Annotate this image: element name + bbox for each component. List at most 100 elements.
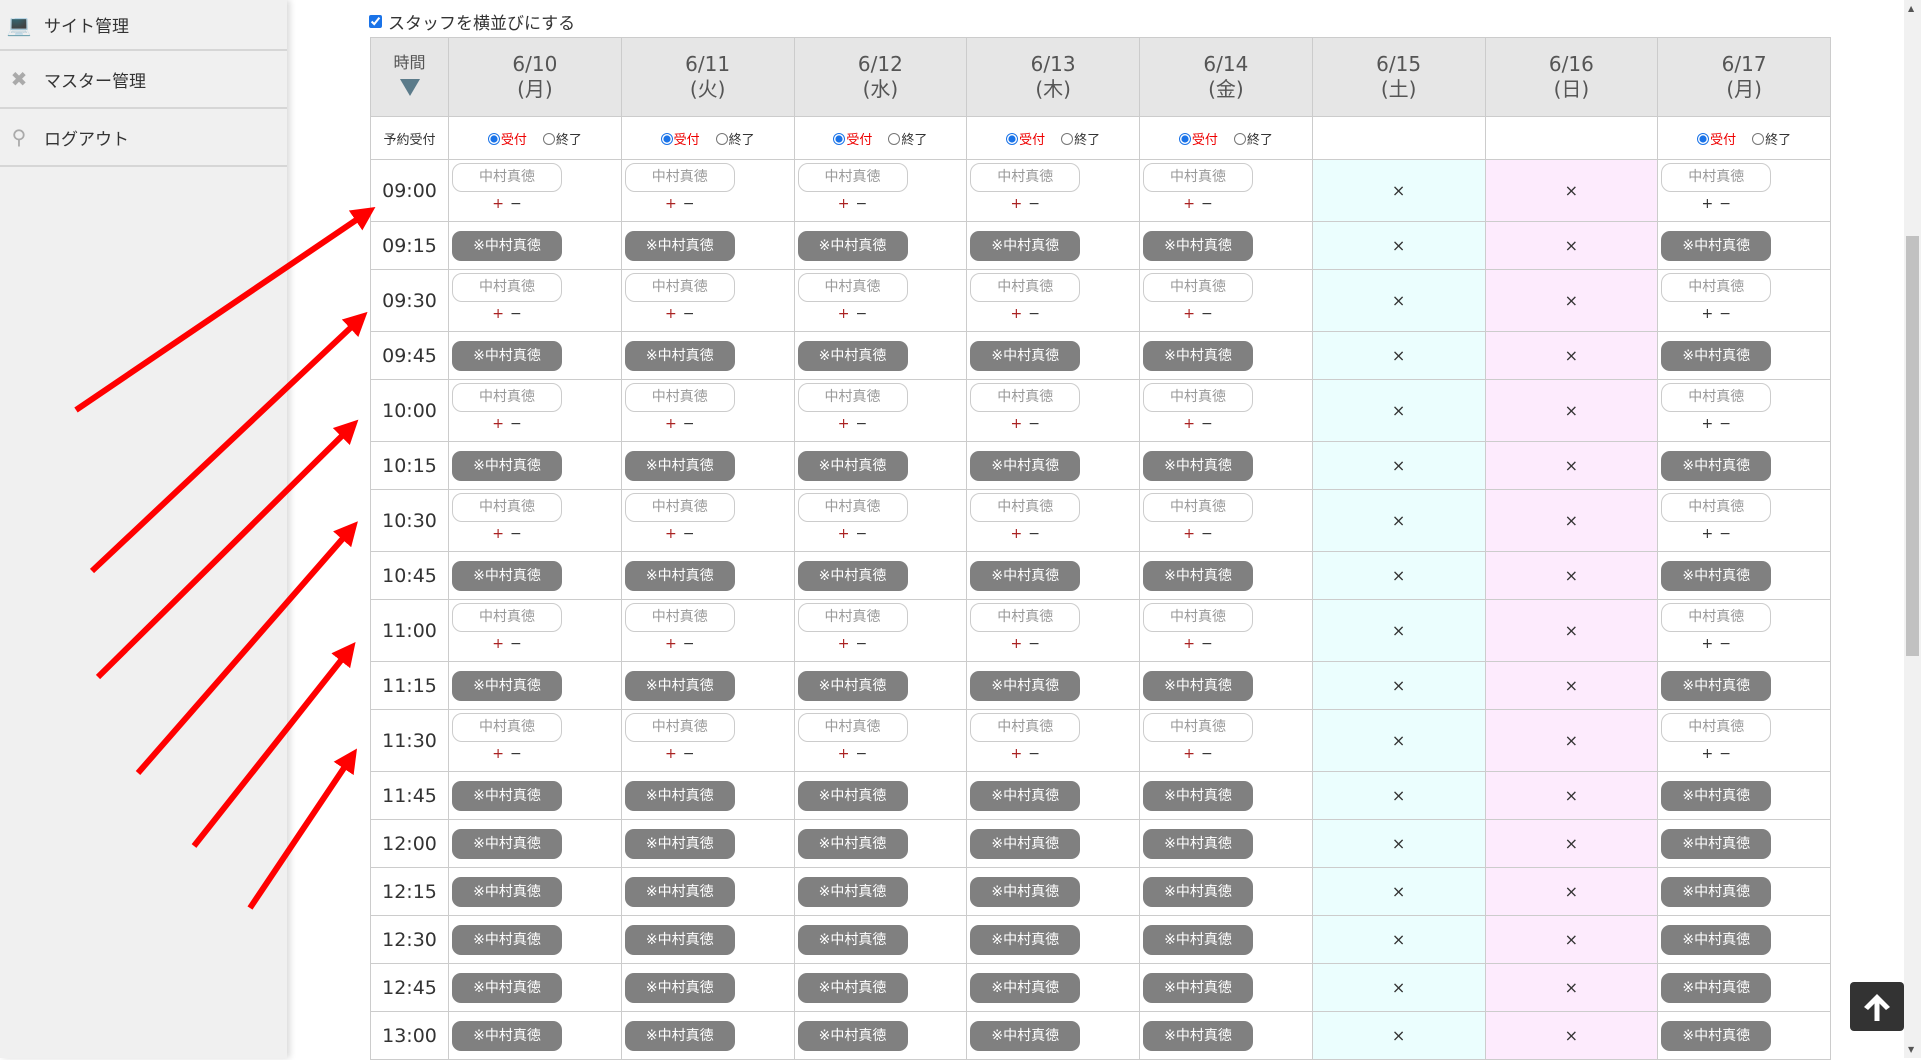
plus-button[interactable]: + [1010, 306, 1023, 322]
staff-slot-input[interactable]: 中村真徳 [1661, 383, 1772, 412]
minus-button[interactable]: − [855, 416, 868, 432]
close-radio-input[interactable] [542, 132, 555, 145]
staff-booked-button[interactable]: ※中村真徳 [797, 828, 908, 859]
plus-button[interactable]: + [492, 306, 504, 322]
plus-button[interactable]: + [1010, 196, 1023, 212]
staff-booked-button[interactable]: ※中村真徳 [452, 230, 562, 261]
minus-button[interactable]: − [855, 306, 868, 322]
staff-booked-button[interactable]: ※中村真徳 [970, 972, 1081, 1003]
plus-button[interactable]: + [665, 746, 677, 762]
staff-slot-input[interactable]: 中村真徳 [970, 163, 1081, 192]
sidebar-item-master-admin[interactable]: ✖ マスター管理 [0, 51, 287, 109]
sort-down-icon[interactable] [399, 79, 420, 96]
staff-booked-button[interactable]: ※中村真徳 [1661, 876, 1772, 907]
minus-button[interactable]: − [855, 636, 868, 652]
minus-button[interactable]: − [1028, 636, 1040, 652]
staff-booked-button[interactable]: ※中村真徳 [624, 780, 735, 811]
staff-booked-button[interactable]: ※中村真徳 [624, 1020, 735, 1051]
plus-button[interactable]: + [665, 636, 677, 652]
minus-button[interactable]: − [1719, 526, 1731, 542]
staff-slot-input[interactable]: 中村真徳 [624, 713, 735, 742]
staff-booked-button[interactable]: ※中村真徳 [970, 828, 1081, 859]
staff-booked-button[interactable]: ※中村真徳 [452, 340, 562, 371]
plus-button[interactable]: + [665, 306, 677, 322]
staff-slot-input[interactable]: 中村真徳 [452, 493, 562, 522]
plus-button[interactable]: + [837, 306, 850, 322]
minus-button[interactable]: − [855, 746, 868, 762]
staff-booked-button[interactable]: ※中村真徳 [797, 230, 908, 261]
staff-booked-button[interactable]: ※中村真徳 [452, 560, 562, 591]
staff-booked-button[interactable]: ※中村真徳 [970, 560, 1081, 591]
staff-booked-button[interactable]: ※中村真徳 [1143, 230, 1253, 261]
staff-booked-button[interactable]: ※中村真徳 [452, 670, 562, 701]
plus-button[interactable]: + [1010, 636, 1023, 652]
accept-radio-input[interactable] [833, 132, 846, 145]
plus-button[interactable]: + [1183, 306, 1195, 322]
staff-slot-input[interactable]: 中村真徳 [797, 713, 908, 742]
scrollbar-thumb[interactable] [1906, 236, 1919, 656]
staff-booked-button[interactable]: ※中村真徳 [970, 230, 1081, 261]
plus-button[interactable]: + [492, 636, 504, 652]
staff-slot-input[interactable]: 中村真徳 [970, 713, 1081, 742]
staff-booked-button[interactable]: ※中村真徳 [624, 450, 735, 481]
plus-button[interactable]: + [1183, 196, 1195, 212]
staff-slot-input[interactable]: 中村真徳 [1661, 273, 1772, 302]
staff-booked-button[interactable]: ※中村真徳 [797, 972, 908, 1003]
accept-radio-input[interactable] [487, 132, 500, 145]
close-radio[interactable]: 終了 [715, 132, 755, 148]
staff-slot-input[interactable]: 中村真徳 [624, 163, 735, 192]
minus-button[interactable]: − [1028, 306, 1040, 322]
staff-booked-button[interactable]: ※中村真徳 [624, 340, 735, 371]
staff-booked-button[interactable]: ※中村真徳 [624, 230, 735, 261]
accept-radio[interactable]: 受付 [660, 132, 700, 148]
minus-button[interactable]: − [682, 416, 695, 432]
staff-booked-button[interactable]: ※中村真徳 [452, 1020, 562, 1051]
minus-button[interactable]: − [682, 196, 695, 212]
minus-button[interactable]: − [1719, 746, 1731, 762]
plus-button[interactable]: + [1183, 636, 1195, 652]
staff-booked-button[interactable]: ※中村真徳 [1661, 828, 1772, 859]
plus-button[interactable]: + [665, 416, 677, 432]
staff-booked-button[interactable]: ※中村真徳 [970, 450, 1081, 481]
accept-radio-input[interactable] [660, 132, 673, 145]
staff-slot-input[interactable]: 中村真徳 [1143, 383, 1253, 412]
staff-slot-input[interactable]: 中村真徳 [452, 273, 562, 302]
plus-button[interactable]: + [1701, 526, 1714, 542]
plus-button[interactable]: + [1010, 416, 1023, 432]
plus-button[interactable]: + [665, 526, 677, 542]
staff-booked-button[interactable]: ※中村真徳 [624, 876, 735, 907]
staff-slot-input[interactable]: 中村真徳 [624, 273, 735, 302]
plus-button[interactable]: + [1701, 196, 1714, 212]
plus-button[interactable]: + [1010, 526, 1023, 542]
staff-booked-button[interactable]: ※中村真徳 [797, 450, 908, 481]
minus-button[interactable]: − [1719, 196, 1731, 212]
staff-slot-input[interactable]: 中村真徳 [970, 383, 1081, 412]
minus-button[interactable]: − [855, 526, 868, 542]
close-radio[interactable]: 終了 [1061, 132, 1100, 148]
staff-booked-button[interactable]: ※中村真徳 [1143, 340, 1253, 371]
staff-booked-button[interactable]: ※中村真徳 [452, 876, 562, 907]
staff-slot-input[interactable]: 中村真徳 [452, 163, 562, 192]
plus-button[interactable]: + [492, 526, 504, 542]
staff-booked-button[interactable]: ※中村真徳 [1143, 828, 1253, 859]
accept-radio[interactable]: 受付 [487, 132, 527, 148]
time-header[interactable]: 時間 [370, 37, 449, 117]
minus-button[interactable]: − [682, 306, 695, 322]
minus-button[interactable]: − [1719, 306, 1731, 322]
plus-button[interactable]: + [1183, 746, 1195, 762]
staff-slot-input[interactable]: 中村真徳 [1143, 273, 1253, 302]
plus-button[interactable]: + [837, 416, 850, 432]
staff-booked-button[interactable]: ※中村真徳 [797, 670, 908, 701]
minus-button[interactable]: − [1028, 196, 1040, 212]
staff-booked-button[interactable]: ※中村真徳 [970, 876, 1081, 907]
staff-slot-input[interactable]: 中村真徳 [1661, 493, 1772, 522]
plus-button[interactable]: + [837, 526, 850, 542]
close-radio-input[interactable] [1061, 132, 1074, 145]
plus-button[interactable]: + [492, 746, 504, 762]
staff-horizontal-checkbox[interactable] [369, 15, 382, 28]
staff-horizontal-toggle[interactable]: スタッフを横並びにする [369, 9, 575, 34]
staff-slot-input[interactable]: 中村真徳 [1661, 163, 1772, 192]
plus-button[interactable]: + [837, 196, 850, 212]
accept-radio-input[interactable] [1006, 132, 1019, 145]
minus-button[interactable]: − [510, 416, 522, 432]
